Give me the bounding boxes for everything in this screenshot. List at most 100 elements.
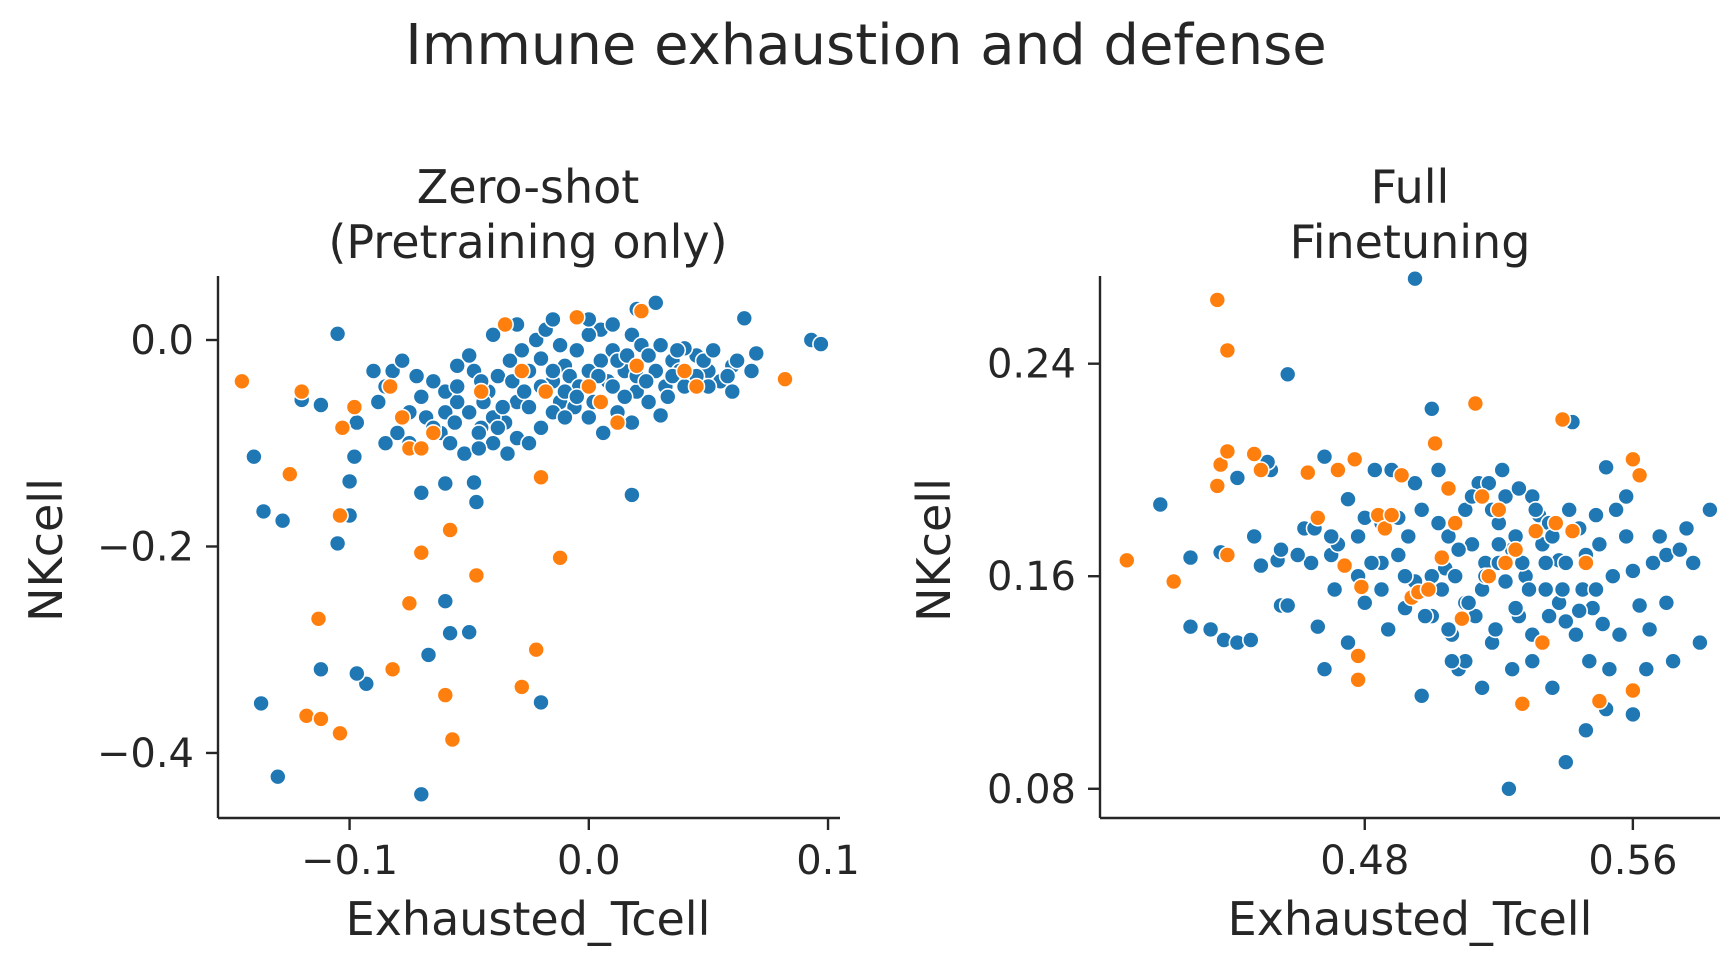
scatter-points <box>233 293 830 804</box>
panel-title-line2: Finetuning <box>1290 215 1531 269</box>
panel-title-line2: (Pretraining only) <box>328 215 727 269</box>
scatter-point-orange <box>1299 463 1317 482</box>
scatter-point-orange <box>1466 394 1485 413</box>
scatter-point-blue <box>393 351 412 370</box>
scatter-point-blue <box>273 511 292 530</box>
scatter-point-blue <box>1600 660 1619 679</box>
scatter-point-orange <box>400 594 419 613</box>
scatter-point-orange <box>331 506 349 525</box>
scatter-point-blue <box>1536 580 1555 599</box>
scatter-point-blue <box>567 387 586 406</box>
scatter-point-blue <box>668 341 687 360</box>
scatter-point-orange <box>1349 670 1367 689</box>
scatter-point-blue <box>1201 620 1220 639</box>
scatter-point-blue <box>1446 567 1464 586</box>
scatter-point-orange <box>1453 609 1471 628</box>
scatter-point-orange <box>292 382 311 401</box>
scatter-point-blue <box>484 325 502 344</box>
scatter-point-blue <box>460 403 479 422</box>
scatter-point-blue <box>747 344 766 363</box>
scatter-point-orange <box>1590 692 1609 710</box>
scatter-point-blue <box>1245 527 1263 546</box>
scatter-point-blue <box>467 493 486 511</box>
scatter-point-blue <box>1362 554 1381 572</box>
y-tick-label: −0.4 <box>97 731 194 777</box>
scatter-point-blue <box>1607 500 1625 519</box>
scatter-point-blue <box>1536 554 1555 572</box>
scatter-point-orange <box>1439 479 1458 498</box>
scatter-point-orange <box>536 382 555 401</box>
scatter-point-blue <box>556 408 574 427</box>
scatter-point-blue <box>1677 519 1696 538</box>
panel-title-line1: Full <box>1371 160 1450 214</box>
y-tick-label: 0.0 <box>130 318 194 364</box>
scatter-point-blue <box>1356 593 1374 612</box>
scatter-point-blue <box>1691 633 1709 652</box>
scatter-point-blue <box>424 372 443 391</box>
scatter-point-blue <box>412 785 431 804</box>
x-tick-label: 0.1 <box>796 838 860 884</box>
scatter-point-orange <box>496 315 514 334</box>
scatter-point-orange <box>527 640 546 659</box>
scatter-point-blue <box>544 310 562 329</box>
scatter-point-blue <box>1557 612 1575 631</box>
scatter-point-blue <box>1701 500 1719 519</box>
scatter-point-blue <box>1252 556 1270 575</box>
scatter-point-blue <box>1640 620 1659 639</box>
scatter-point-orange <box>632 302 651 320</box>
scatter-point-orange <box>393 408 412 427</box>
scatter-point-orange <box>345 398 364 416</box>
scatter-point-blue <box>1500 779 1518 798</box>
scatter-point-blue <box>1439 620 1458 639</box>
scatter-point-blue <box>1372 580 1391 599</box>
x-tick-label: 0.0 <box>557 838 621 884</box>
scatter-point-blue <box>1644 554 1662 572</box>
scatter-point-blue <box>1496 572 1515 591</box>
scatter-point-orange <box>1624 450 1642 469</box>
scatter-point-blue <box>1339 490 1357 509</box>
x-tick-label: 0.56 <box>1588 838 1677 884</box>
scatter-point-blue <box>532 349 550 368</box>
scatter-point-orange <box>1563 522 1582 540</box>
scatter-point-orange <box>1218 442 1237 461</box>
y-tick-label: 0.16 <box>987 554 1076 600</box>
scatter-point-blue <box>1590 535 1609 554</box>
scatter-point-blue <box>651 406 670 425</box>
scatter-point-orange <box>1349 647 1367 665</box>
x-tick-label: 0.48 <box>1320 838 1409 884</box>
scatter-point-blue <box>532 693 550 712</box>
scatter-point-orange <box>309 609 328 628</box>
scatter-point-blue <box>623 413 641 432</box>
scatter-point-blue <box>312 660 330 679</box>
y-tick-label: 0.08 <box>987 767 1076 813</box>
scatter-point-blue <box>489 418 507 437</box>
panel-title-line1: Zero-shot <box>417 160 640 214</box>
panel-zero-shot: Zero-shot (Pretraining only) −0.1 0.0 0.1 0… <box>19 160 860 946</box>
scatter-point-blue <box>460 346 479 365</box>
scatter-point-orange <box>1506 540 1525 559</box>
scatter-point-blue <box>1473 678 1491 697</box>
scatter-point-orange <box>1218 341 1237 360</box>
scatter-point-blue <box>328 324 347 343</box>
scatter-point-orange <box>1329 461 1347 479</box>
scatter-point-blue <box>1587 506 1605 524</box>
scatter-point-blue <box>489 367 507 385</box>
scatter-point-blue <box>268 767 287 786</box>
scatter-point-orange <box>1480 567 1498 586</box>
scatter-point-orange <box>297 706 316 725</box>
scatter-point-blue <box>646 293 665 312</box>
scatter-point-blue <box>1510 479 1528 498</box>
scatter-point-orange <box>381 377 400 396</box>
scatter-point-blue <box>1459 593 1478 612</box>
scatter-point-orange <box>567 308 586 327</box>
axes: 0.48 0.56 0.24 0.16 0.08 <box>987 276 1720 884</box>
scatter-point-blue <box>658 387 677 406</box>
scatter-point-blue <box>1493 461 1511 479</box>
scatter-point-blue <box>1379 620 1397 639</box>
scatter-point-blue <box>567 341 586 360</box>
scatter-point-blue <box>1526 500 1545 519</box>
scatter-point-orange <box>579 377 598 396</box>
figure-title: Immune exhaustion and defense <box>405 13 1327 78</box>
scatter-point-orange <box>331 724 349 743</box>
scatter-point-blue <box>1671 540 1689 559</box>
